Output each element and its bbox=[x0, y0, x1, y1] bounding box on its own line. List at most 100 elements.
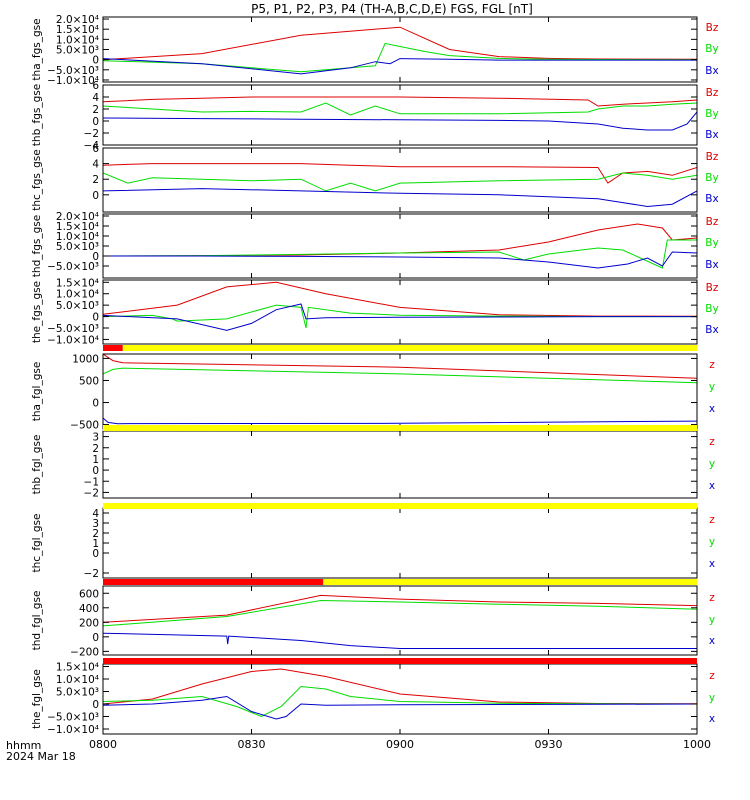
series-line-By bbox=[103, 304, 697, 329]
status-bar-segment bbox=[103, 658, 697, 664]
y-tick-label: 5.0×10³ bbox=[56, 241, 99, 253]
y-tick-label: 3 bbox=[92, 518, 99, 530]
status-bar-segment bbox=[103, 425, 697, 431]
series-line-Bz bbox=[103, 223, 697, 257]
y-tick-label: 600 bbox=[79, 588, 99, 600]
panel-frame bbox=[102, 279, 698, 345]
panel-frame bbox=[102, 84, 698, 146]
y-tick-label: 1000 bbox=[72, 353, 99, 365]
series-line-y bbox=[103, 599, 697, 627]
x-axis-label: hhmm bbox=[6, 739, 41, 752]
x-tick-label: 1000 bbox=[683, 738, 711, 751]
y-tick-label: −5.0×10³ bbox=[47, 261, 99, 273]
legend-entry: Bz bbox=[706, 151, 719, 163]
y-tick-label: 1.5×10⁴ bbox=[56, 277, 99, 289]
y-tick-label: 1.0×10⁴ bbox=[56, 231, 99, 243]
panel-frame bbox=[102, 507, 698, 579]
panel-frame bbox=[102, 147, 698, 213]
series-line-By bbox=[103, 172, 697, 192]
y-axis-label: thd_fgl_gse bbox=[31, 591, 43, 651]
y-tick-label: 0 bbox=[92, 632, 99, 644]
panel-series-group bbox=[103, 354, 697, 425]
legend-entry: y bbox=[709, 458, 715, 470]
legend-entry: By bbox=[705, 303, 718, 315]
y-tick-label: −5.0×10³ bbox=[47, 323, 99, 335]
legend-entry: By bbox=[705, 237, 718, 249]
y-axis-label: the_fgs_gse bbox=[31, 281, 43, 343]
series-line-y bbox=[103, 685, 697, 718]
series-line-Bz bbox=[103, 281, 697, 317]
y-tick-label: 1.5×10⁴ bbox=[56, 24, 99, 36]
y-tick-label: 1.0×10⁴ bbox=[56, 674, 99, 686]
x-axis-date: 2024 Mar 18 bbox=[6, 750, 76, 763]
y-tick-label: 4 bbox=[92, 159, 99, 171]
panel-series-group bbox=[103, 26, 697, 75]
y-tick-label: 6 bbox=[92, 80, 99, 92]
panel-thd_fgl_gse: −200 0 200 400 600 thd_fgl_gse zyx bbox=[31, 585, 715, 658]
y-tick-label: 0 bbox=[92, 312, 99, 324]
y-tick-label: 2.0×10⁴ bbox=[56, 14, 99, 26]
y-tick-label: 500 bbox=[79, 375, 99, 387]
x-tick-label: 0900 bbox=[386, 738, 414, 751]
legend-entry: Bz bbox=[706, 216, 719, 228]
series-line-x bbox=[103, 417, 697, 425]
y-tick-label: 5.0×10³ bbox=[56, 300, 99, 312]
panel-series-group bbox=[103, 223, 697, 269]
y-tick-label: −2 bbox=[84, 487, 99, 499]
status-bar-segment bbox=[103, 503, 697, 509]
status-bar-segment bbox=[323, 579, 697, 585]
y-tick-label: 200 bbox=[79, 617, 99, 629]
legend-entry: x bbox=[709, 558, 715, 570]
legend-entry: Bz bbox=[706, 87, 719, 99]
legend-entry: x bbox=[709, 480, 715, 492]
series-line-Bx bbox=[103, 58, 697, 75]
series-line-Bx bbox=[103, 251, 697, 269]
y-axis-label: tha_fgl_gse bbox=[31, 362, 43, 422]
series-line-Bx bbox=[103, 303, 697, 331]
y-axis-label: tha_fgs_gse bbox=[31, 18, 43, 80]
panel-series-group bbox=[103, 668, 697, 720]
panel-series-group bbox=[103, 163, 697, 208]
y-axis-label: thb_fgs_gse bbox=[31, 84, 43, 146]
panels: −1.0×10⁴−5.0×10³05.0×10³1.0×10⁴1.5×10⁴2.… bbox=[31, 14, 719, 736]
y-tick-label: −1.0×10⁴ bbox=[47, 75, 99, 87]
legend-entry: y bbox=[709, 692, 715, 704]
y-tick-label: 1.0×10⁴ bbox=[56, 289, 99, 301]
y-tick-label: 0 bbox=[92, 398, 99, 410]
panel-series-group bbox=[103, 96, 697, 131]
y-axis-label: the_fgl_gse bbox=[31, 669, 43, 729]
y-tick-label: −5.0×10³ bbox=[47, 712, 99, 724]
y-tick-label: 1.0×10⁴ bbox=[56, 34, 99, 46]
panel-frame bbox=[102, 585, 698, 656]
panel-series-group bbox=[103, 594, 697, 649]
legend-entry: By bbox=[705, 172, 718, 184]
y-tick-label: 0 bbox=[92, 190, 99, 202]
panel-series-group bbox=[103, 281, 697, 331]
y-tick-label: 1 bbox=[92, 538, 99, 550]
panel-frame bbox=[102, 213, 698, 279]
legend-entry: Bx bbox=[705, 324, 718, 336]
y-axis-label: thc_fgs_gse bbox=[31, 149, 43, 210]
legend-entry: Bz bbox=[706, 22, 719, 34]
y-tick-label: 1 bbox=[92, 454, 99, 466]
legend-entry: z bbox=[709, 436, 715, 448]
y-axis-label: thb_fgl_gse bbox=[31, 435, 43, 495]
series-line-x bbox=[103, 632, 697, 649]
panel-tha_fgl_gse: −500 0 500 1000 tha_fgl_gse zyx bbox=[31, 353, 715, 431]
y-tick-label: 0 bbox=[92, 465, 99, 477]
y-tick-label: 5.0×10³ bbox=[56, 45, 99, 57]
y-tick-label: −5.0×10³ bbox=[47, 65, 99, 77]
y-tick-label: 4 bbox=[92, 92, 99, 104]
series-line-Bx bbox=[103, 188, 697, 208]
y-axis-label: thc_fgl_gse bbox=[31, 514, 43, 573]
status-bar-segment bbox=[103, 579, 324, 585]
legend-entry: By bbox=[705, 43, 718, 55]
y-axis-label: thd_fgs_gse bbox=[31, 215, 43, 277]
y-tick-label: −1 bbox=[84, 476, 99, 488]
